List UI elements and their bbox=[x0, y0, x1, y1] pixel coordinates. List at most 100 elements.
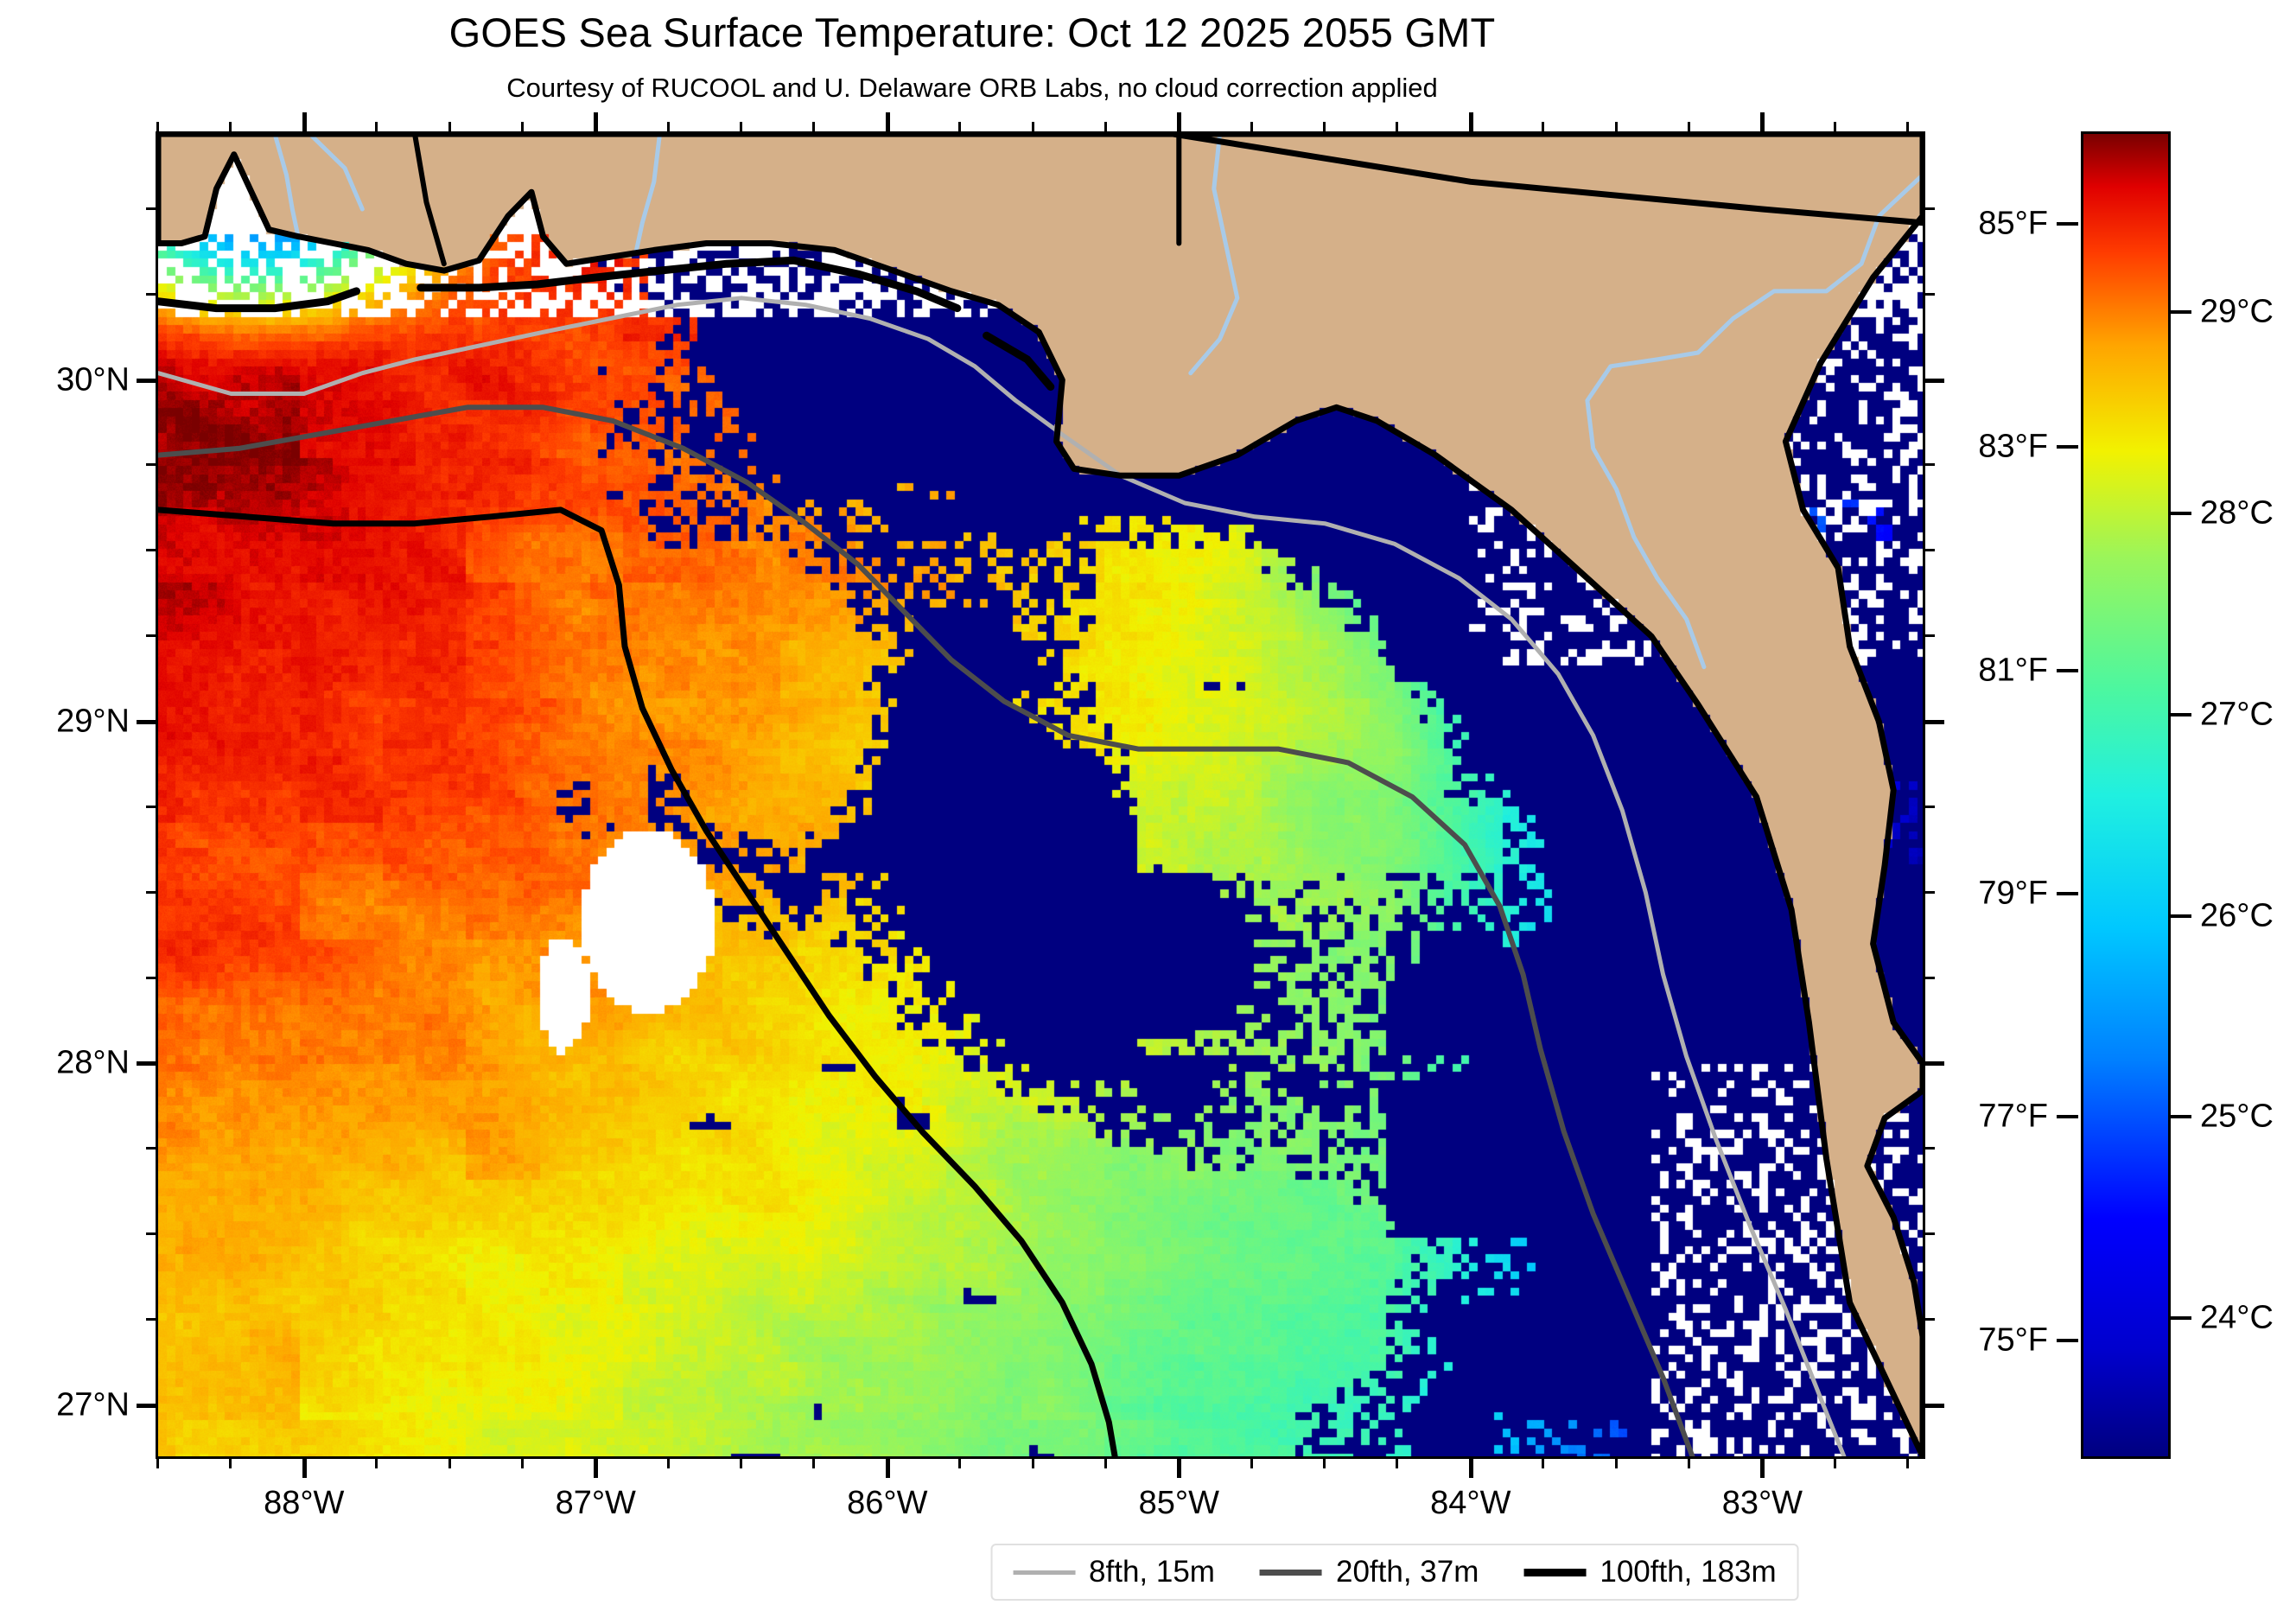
x-axis-tick-top bbox=[1177, 112, 1182, 131]
y-axis-tick bbox=[146, 463, 156, 467]
colorbar-tick-fahrenheit bbox=[2057, 668, 2078, 672]
colorbar-label-celsius: 29°C bbox=[2200, 293, 2274, 330]
x-axis-tick bbox=[1177, 1459, 1182, 1478]
legend-item[interactable]: 100fth, 183m bbox=[1523, 1555, 1777, 1589]
map-vector-overlay bbox=[158, 134, 1923, 1456]
x-axis-tick bbox=[1760, 1459, 1765, 1478]
y-axis-tick bbox=[146, 634, 156, 638]
page-title: GOES Sea Surface Temperature: Oct 12 202… bbox=[448, 10, 1496, 55]
colorbar-tick-fahrenheit bbox=[2057, 222, 2078, 226]
legend-line-swatch bbox=[1013, 1570, 1076, 1575]
x-axis-tick bbox=[812, 1459, 816, 1468]
x-axis-tick-top bbox=[156, 122, 159, 131]
x-axis-tick bbox=[958, 1459, 962, 1468]
colorbar-label-fahrenheit: 83°F bbox=[1978, 428, 2048, 465]
river-line bbox=[308, 134, 365, 212]
x-axis-tick bbox=[302, 1459, 307, 1478]
y-axis-tick bbox=[146, 976, 156, 979]
river-line bbox=[1585, 172, 1923, 670]
y-axis-tick bbox=[146, 1317, 156, 1321]
x-axis-tick-top bbox=[885, 112, 890, 131]
y-axis-tick-right bbox=[1925, 549, 1935, 552]
x-axis-tick-top bbox=[1687, 122, 1690, 131]
legend-label: 20fth, 37m bbox=[1335, 1555, 1479, 1589]
x-axis-tick bbox=[1396, 1459, 1399, 1468]
y-axis-tick bbox=[137, 1403, 156, 1408]
colorbar[interactable] bbox=[2081, 131, 2171, 1459]
river-line bbox=[634, 134, 662, 252]
colorbar-label-fahrenheit: 75°F bbox=[1978, 1321, 2048, 1359]
y-axis-tick-right bbox=[1925, 634, 1935, 638]
colorbar-label-celsius: 28°C bbox=[2200, 494, 2274, 532]
x-axis-tick-top bbox=[1250, 122, 1253, 131]
x-axis-tick-top bbox=[229, 122, 232, 131]
y-axis-label: 29°N bbox=[56, 703, 130, 740]
y-axis-label: 28°N bbox=[56, 1044, 130, 1081]
x-axis-tick bbox=[1250, 1459, 1253, 1468]
x-axis-tick-top bbox=[1103, 122, 1107, 131]
colorbar-label-fahrenheit: 85°F bbox=[1978, 205, 2048, 242]
x-axis-tick-top bbox=[594, 112, 599, 131]
y-axis-label: 27°N bbox=[56, 1386, 130, 1423]
y-axis-tick bbox=[146, 207, 156, 210]
x-axis-tick-top bbox=[520, 122, 524, 131]
x-axis-tick bbox=[520, 1459, 524, 1468]
colorbar-tick-celsius bbox=[2170, 1115, 2191, 1119]
x-axis-tick-top bbox=[375, 122, 378, 131]
y-axis-tick-right bbox=[1925, 805, 1935, 808]
x-axis-tick bbox=[666, 1459, 670, 1468]
y-axis-tick bbox=[146, 890, 156, 894]
x-axis-tick bbox=[1031, 1459, 1034, 1468]
barrier-island-coast bbox=[417, 256, 962, 313]
colorbar-label-celsius: 24°C bbox=[2200, 1299, 2274, 1336]
x-axis-tick bbox=[885, 1459, 890, 1478]
x-axis-tick-top bbox=[1468, 112, 1473, 131]
y-axis-tick-right bbox=[1925, 720, 1944, 724]
colorbar-tick-fahrenheit bbox=[2057, 1338, 2078, 1342]
legend-item[interactable]: 20fth, 37m bbox=[1259, 1555, 1479, 1589]
state-boundary-line bbox=[1170, 134, 1923, 226]
x-axis-tick-top bbox=[448, 122, 451, 131]
isobath-100-fathom bbox=[158, 506, 1118, 1456]
colorbar-tick-celsius bbox=[2170, 914, 2191, 918]
colorbar-label-fahrenheit: 77°F bbox=[1978, 1098, 2048, 1135]
sst-map-axes[interactable] bbox=[156, 131, 1925, 1459]
coastline bbox=[158, 134, 1923, 1456]
x-axis-tick-top bbox=[1031, 122, 1034, 131]
colorbar-tick-celsius bbox=[2170, 310, 2191, 315]
x-axis-tick bbox=[740, 1459, 743, 1468]
legend-label: 100fth, 183m bbox=[1600, 1555, 1777, 1589]
y-axis-tick bbox=[146, 805, 156, 808]
x-axis-tick-top bbox=[666, 122, 670, 131]
legend-item[interactable]: 8fth, 15m bbox=[1013, 1555, 1215, 1589]
colorbar-tick-fahrenheit bbox=[2057, 445, 2078, 449]
x-axis-tick bbox=[1103, 1459, 1107, 1468]
y-axis-tick-right bbox=[1925, 890, 1935, 894]
x-axis-tick bbox=[229, 1459, 232, 1468]
isobath-8-fathom bbox=[158, 296, 1847, 1456]
x-axis-tick-top bbox=[1542, 122, 1545, 131]
y-axis-tick bbox=[137, 720, 156, 724]
y-axis-tick-right bbox=[1925, 1147, 1935, 1150]
x-axis-tick bbox=[156, 1459, 159, 1468]
colorbar-tick-celsius bbox=[2170, 712, 2191, 716]
legend-line-swatch bbox=[1259, 1569, 1322, 1576]
y-axis-label: 30°N bbox=[56, 361, 130, 398]
x-axis-tick bbox=[448, 1459, 451, 1468]
x-axis-label: 88°W bbox=[264, 1485, 345, 1521]
colorbar-label-celsius: 26°C bbox=[2200, 897, 2274, 934]
isobath-legend[interactable]: 8fth, 15m 20fth, 37m 100fth, 183m bbox=[990, 1544, 1799, 1601]
x-axis-tick bbox=[1906, 1459, 1910, 1468]
x-axis-tick-top bbox=[958, 122, 962, 131]
x-axis-tick-top bbox=[740, 122, 743, 131]
y-axis-tick bbox=[146, 549, 156, 552]
x-axis-tick bbox=[1833, 1459, 1836, 1468]
colorbar-label-celsius: 25°C bbox=[2200, 1098, 2274, 1135]
y-axis-tick-right bbox=[1925, 292, 1935, 296]
y-axis-tick-right bbox=[1925, 463, 1935, 467]
colorbar-tick-celsius bbox=[2170, 1316, 2191, 1321]
colorbar-label-fahrenheit: 79°F bbox=[1978, 875, 2048, 912]
barrier-island-coast bbox=[158, 287, 360, 313]
isobath-20-fathom bbox=[158, 404, 1695, 1456]
colorbar-tick-fahrenheit bbox=[2057, 1115, 2078, 1119]
